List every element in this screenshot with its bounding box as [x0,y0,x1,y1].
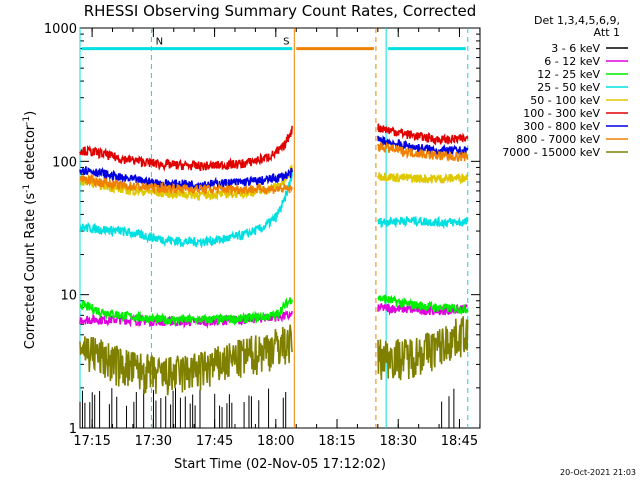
legend-header: Att 1 [594,26,620,39]
y-axis-label: Corrected Count Rate (s-1 detector-1) [22,111,38,349]
series-line-5 [79,123,469,172]
legend-entry-label: 7000 - 15000 keV [502,146,600,159]
legend-header: Det 1,3,4,5,6,9, [534,14,620,27]
legend-entry-label: 300 - 800 keV [523,120,600,133]
chart-title: RHESSI Observing Summary Count Rates, Co… [84,2,477,20]
annotation-label: S [283,37,289,48]
series-line-8 [79,316,469,396]
y-axis-label-sup1: -1 [22,184,32,193]
x-tick-label: 18:45 [441,434,478,449]
footer-date: 20-Oct-2021 21:03 [560,468,636,477]
legend-entry-label: 100 - 300 keV [523,107,600,120]
y-axis-label-sup2: -1 [22,116,32,125]
x-tick-label: 17:45 [196,434,233,449]
legend-entry-label: 6 - 12 keV [544,55,600,68]
annotation-label: N [156,37,163,48]
legend-entry-label: 3 - 6 keV [551,42,600,55]
y-tick-label: 1000 [44,22,77,37]
x-tick-label: 18:00 [257,434,294,449]
legend-entry-label: 12 - 25 keV [537,68,600,81]
y-axis-label-mid: detector [23,124,38,184]
x-tick-label: 17:15 [73,434,110,449]
series-line-3 [79,171,469,249]
legend-entry-label: 800 - 7000 keV [516,133,600,146]
series-line-2 [79,294,469,327]
y-axis-label-end: ) [23,111,38,116]
y-tick-label: 10 [60,289,77,304]
series-line-6 [79,135,469,191]
x-axis-label: Start Time (02-Nov-05 17:12:02) [174,457,386,472]
y-tick-label: 100 [52,155,77,170]
legend-entry-label: 50 - 100 keV [530,94,600,107]
legend-entry-label: 25 - 50 keV [537,81,600,94]
y-tick-label: 1 [69,422,77,437]
x-tick-label: 17:30 [135,434,172,449]
x-tick-label: 18:30 [380,434,417,449]
plot-area: 1 10 100 1000 17:15 17:30 17:45 18:00 18:15 18:30… [44,22,481,449]
series-line-7 [79,141,469,197]
y-axis-label-main: Corrected Count Rate (s [23,193,38,350]
x-tick-label: 18:15 [318,434,355,449]
